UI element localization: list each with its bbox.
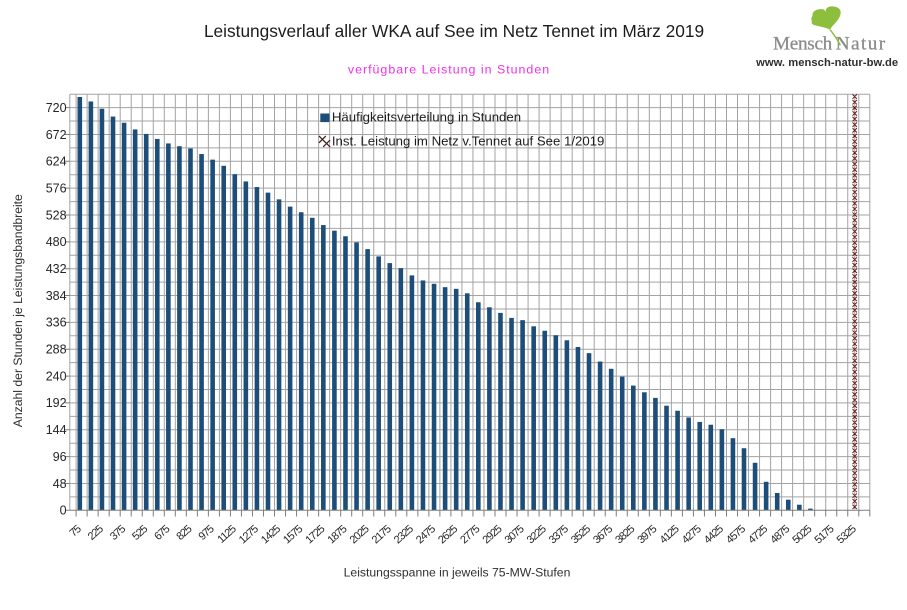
svg-text:verfügbare Leistung in Stunden: verfügbare Leistung in Stunden bbox=[348, 62, 550, 76]
svg-text:384: 384 bbox=[46, 289, 67, 303]
svg-text:Leistungsspanne in jeweils 75-: Leistungsspanne in jeweils 75-MW-Stufen bbox=[344, 566, 571, 580]
svg-text:Natur: Natur bbox=[836, 33, 887, 54]
svg-text:480: 480 bbox=[46, 235, 67, 249]
svg-text:192: 192 bbox=[46, 396, 67, 410]
svg-text:720: 720 bbox=[46, 101, 67, 115]
svg-text:Mensch: Mensch bbox=[773, 33, 833, 54]
svg-text:576: 576 bbox=[46, 181, 67, 195]
svg-text:www. mensch-natur-bw.de: www. mensch-natur-bw.de bbox=[755, 57, 898, 69]
svg-text:336: 336 bbox=[46, 316, 67, 330]
svg-text:288: 288 bbox=[46, 343, 67, 357]
svg-text:Häufigkeitsverteilung in Stund: Häufigkeitsverteilung in Stunden bbox=[332, 109, 521, 124]
svg-text:96: 96 bbox=[53, 450, 67, 464]
svg-text:Leistungsverlauf aller WKA auf: Leistungsverlauf aller WKA auf See im Ne… bbox=[204, 21, 704, 41]
svg-text:Anzahl der Stunden je Leistung: Anzahl der Stunden je Leistungsbandbreit… bbox=[11, 194, 25, 427]
svg-text:Inst. Leistung im Netz v.Tenne: Inst. Leistung im Netz v.Tennet auf See … bbox=[332, 133, 604, 148]
svg-text:144: 144 bbox=[46, 423, 67, 437]
svg-text:240: 240 bbox=[46, 369, 67, 383]
svg-text:528: 528 bbox=[46, 208, 67, 222]
svg-text:624: 624 bbox=[46, 155, 67, 169]
svg-text:48: 48 bbox=[53, 477, 67, 491]
svg-text:432: 432 bbox=[46, 262, 67, 276]
svg-text:0: 0 bbox=[60, 504, 67, 518]
svg-text:672: 672 bbox=[46, 128, 67, 142]
